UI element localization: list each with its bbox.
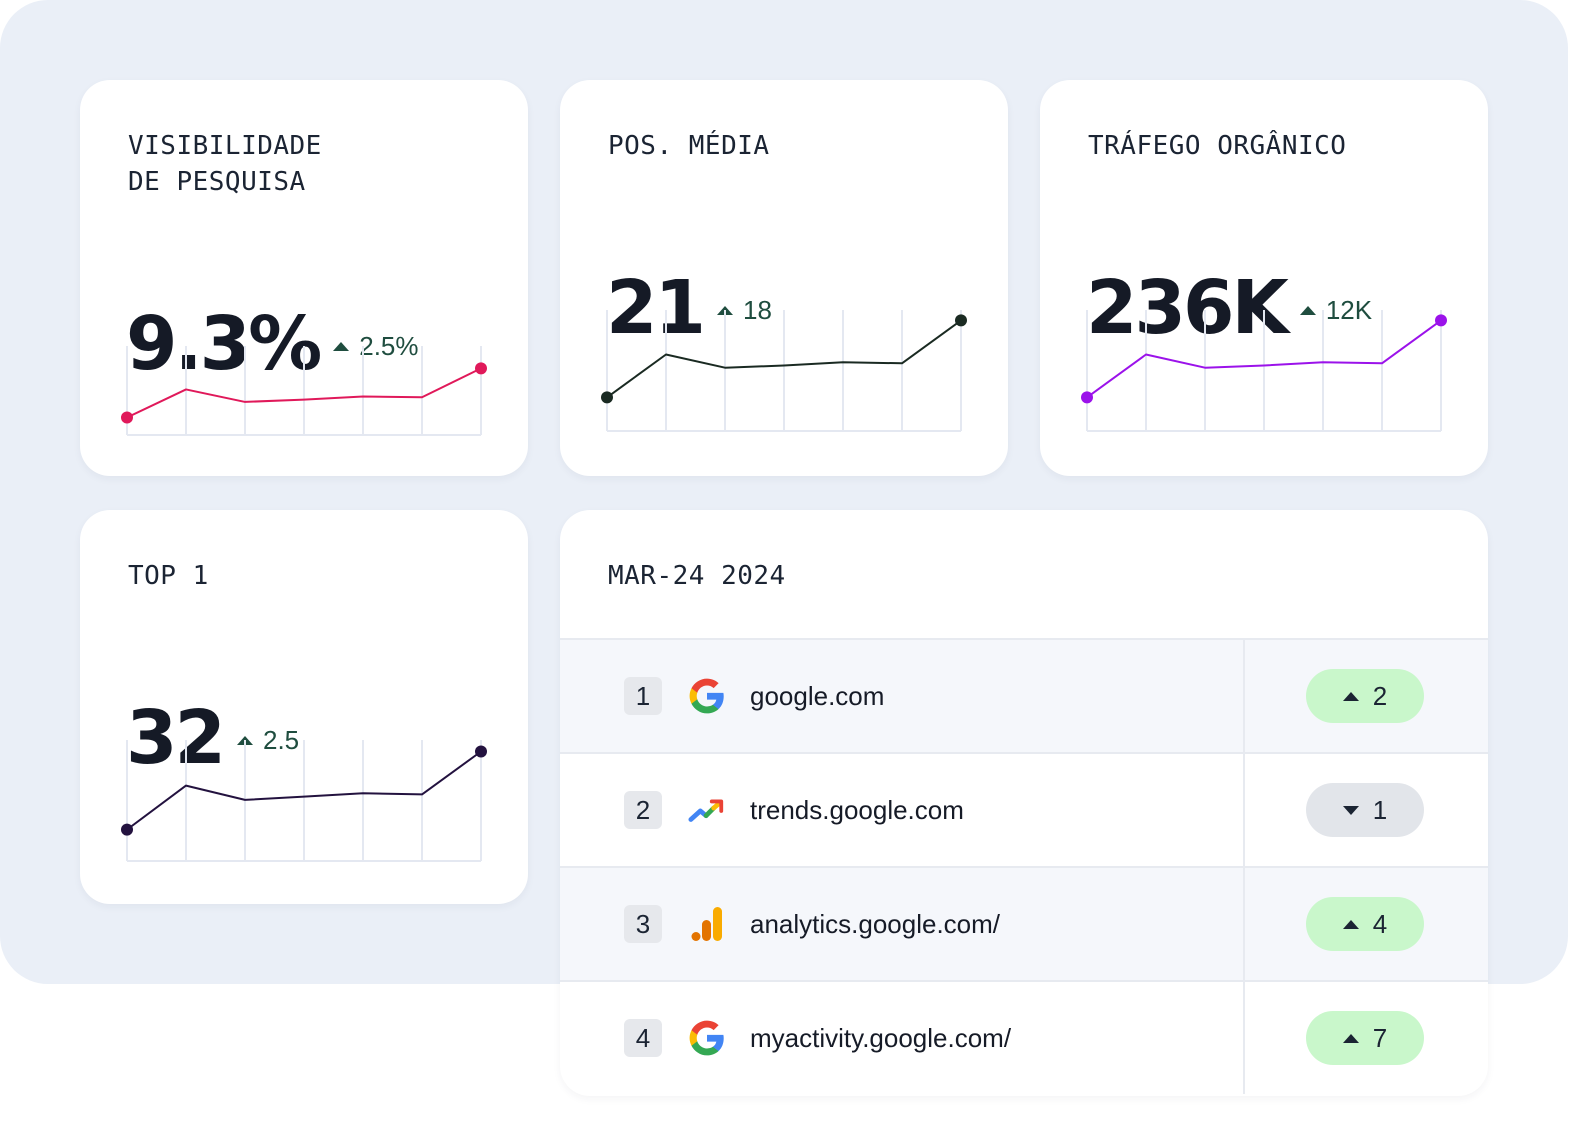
kpi-delta: 12K [1299,294,1373,326]
sparkline-chart [121,740,487,862]
sparkline-point [1081,391,1093,404]
rank-change-value: 1 [1372,794,1388,825]
column-divider [1243,868,1245,980]
sparkline-chart [601,310,967,432]
triangle-up-icon [333,341,350,351]
sparkline-point [121,411,133,424]
rank-change-value: 7 [1372,1022,1388,1053]
sparkline-chart [121,346,487,436]
column-divider [1243,640,1245,752]
ranking-row[interactable]: 1 google.com 2 [560,638,1488,752]
ranking-card: MAR-24 2024 1 google.com 2 2 trends.goog… [560,510,1488,1096]
ranking-list: 1 google.com 2 2 trends.google.com 1 3 a… [560,638,1488,1094]
google-trends-icon [688,791,726,829]
kpi-delta: 2.5% [333,330,419,362]
site-domain[interactable]: google.com [750,680,885,711]
kpi-label: POS. MÉDIA [608,128,770,164]
triangle-up-icon [1342,691,1359,701]
kpi-value: 32 [126,695,226,781]
kpi-value-row: 236K 12K [1086,268,1372,348]
triangle-up-icon [1299,305,1316,315]
kpi-delta-value: 18 [742,294,772,325]
triangle-up-icon [1342,1033,1359,1043]
kpi-label: TRÁFEGO ORGÂNICO [1088,128,1346,164]
sparkline-series-line [606,319,962,399]
sparkline-series-line [126,367,482,419]
sparkline-point [475,362,487,375]
rank-number: 4 [624,1019,662,1057]
column-divider [1243,982,1245,1094]
kpi-label-line: TOP 1 [128,561,209,591]
site-domain[interactable]: myactivity.google.com/ [750,1022,1012,1053]
kpi-label-line: TRÁFEGO ORGÂNICO [1088,131,1347,161]
kpi-value-row: 9.3% 2.5% [126,304,419,384]
rank-number: 2 [624,791,662,829]
rank-change-value: 4 [1372,908,1388,939]
sparkline-point [121,823,133,836]
rank-number: 3 [624,905,662,943]
sparkline-chart [1081,310,1447,432]
kpi-card-avg-position: POS. MÉDIA 21 18 [560,80,1008,476]
kpi-value: 236K [1086,265,1289,351]
google-icon [688,1019,726,1057]
kpi-card-top1: TOP 1 32 2.5 [80,510,528,904]
sparkline-point [475,745,487,758]
rank-number: 1 [624,677,662,715]
kpi-delta-value: 2.5 [262,724,300,755]
rank-change-badge: 1 [1306,783,1424,837]
google-icon [688,677,726,715]
kpi-delta-value: 12K [1325,294,1373,325]
kpi-label-line: DE PESQUISA [128,167,306,197]
kpi-card-search-visibility: VISIBILIDADE DE PESQUISA 9.3% 2.5% [80,80,528,476]
rank-change-badge: 4 [1306,897,1424,951]
sparkline-point [955,314,967,327]
kpi-label: VISIBILIDADE DE PESQUISA [128,128,322,200]
rank-change-badge: 7 [1306,1011,1424,1065]
ranking-row[interactable]: 4 myactivity.google.com/ 7 [560,980,1488,1094]
site-domain[interactable]: analytics.google.com/ [750,908,1001,939]
google-analytics-icon [688,905,726,943]
sparkline-point [601,391,613,404]
site-domain[interactable]: trends.google.com [750,794,964,825]
column-divider [1243,754,1245,866]
rank-change-badge: 2 [1306,669,1424,723]
kpi-label-line: VISIBILIDADE [128,131,322,161]
ranking-date-title: MAR-24 2024 [608,561,786,591]
kpi-value: 21 [606,265,706,351]
triangle-up-icon [1342,919,1359,929]
ranking-row[interactable]: 2 trends.google.com 1 [560,752,1488,866]
kpi-value: 9.3% [126,301,322,387]
kpi-delta-value: 2.5% [359,330,419,361]
kpi-card-organic-traffic: TRÁFEGO ORGÂNICO 236K 12K [1040,80,1488,476]
kpi-label: TOP 1 [128,558,209,594]
kpi-label-line: POS. MÉDIA [608,131,770,161]
triangle-down-icon [1342,805,1359,815]
sparkline-series-line [126,750,482,831]
sparkline-point [1435,314,1447,327]
sparkline-series-line [1086,319,1442,399]
rank-change-value: 2 [1372,680,1388,711]
ranking-row[interactable]: 3 analytics.google.com/ 4 [560,866,1488,980]
